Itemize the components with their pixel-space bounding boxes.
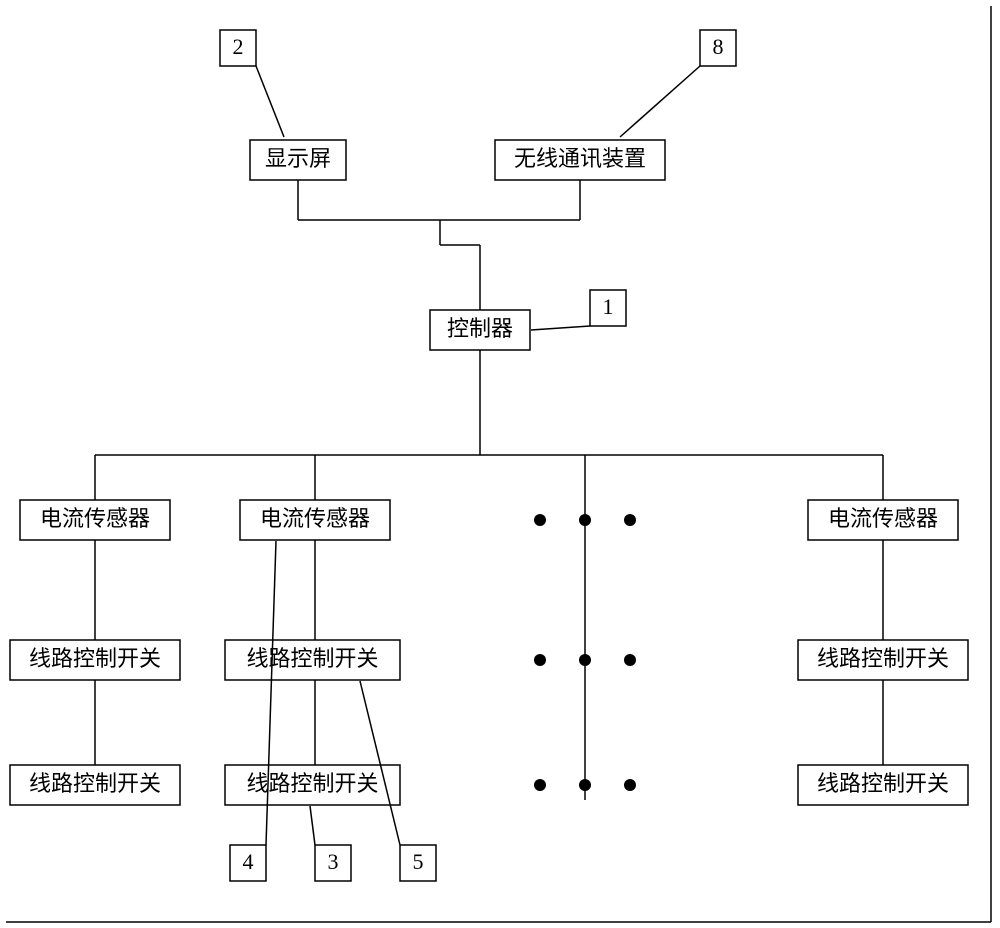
svg-text:3: 3: [328, 849, 339, 874]
svg-text:线路控制开关: 线路控制开关: [817, 771, 949, 796]
svg-text:线路控制开关: 线路控制开关: [246, 771, 378, 796]
svg-text:2: 2: [233, 34, 244, 59]
node-sw2a: 线路控制开关: [225, 640, 400, 680]
node-cs1: 电流传感器: [20, 500, 170, 540]
svg-text:电流传感器: 电流传感器: [828, 506, 938, 531]
svg-text:线路控制开关: 线路控制开关: [817, 646, 949, 671]
svg-text:线路控制开关: 线路控制开关: [29, 771, 161, 796]
node-sw2b: 线路控制开关: [225, 765, 400, 805]
ellipsis-dot: [534, 514, 546, 526]
node-sw1b: 线路控制开关: [10, 765, 180, 805]
svg-text:5: 5: [413, 849, 424, 874]
ellipsis-dot: [579, 514, 591, 526]
node-cs2: 电流传感器: [240, 500, 390, 540]
ellipsis-dot: [624, 514, 636, 526]
diagram-canvas: 显示屏无线通讯装置控制器电流传感器电流传感器电流传感器线路控制开关线路控制开关线…: [0, 0, 1000, 928]
ellipsis-dot: [579, 779, 591, 791]
svg-text:8: 8: [713, 34, 724, 59]
svg-text:1: 1: [603, 294, 614, 319]
node-wireless: 无线通讯装置: [495, 140, 665, 180]
svg-text:线路控制开关: 线路控制开关: [246, 646, 378, 671]
svg-text:无线通讯装置: 无线通讯装置: [514, 146, 646, 171]
ellipsis-dot: [624, 654, 636, 666]
svg-text:线路控制开关: 线路控制开关: [29, 646, 161, 671]
svg-text:电流传感器: 电流传感器: [40, 506, 150, 531]
node-sw4a: 线路控制开关: [798, 640, 968, 680]
ellipsis-dot: [579, 654, 591, 666]
ellipsis-dot: [534, 779, 546, 791]
node-controller: 控制器: [430, 310, 530, 350]
svg-text:电流传感器: 电流传感器: [260, 506, 370, 531]
svg-text:4: 4: [243, 849, 254, 874]
ellipsis-dot: [624, 779, 636, 791]
ellipsis-dot: [534, 654, 546, 666]
svg-text:控制器: 控制器: [447, 316, 513, 341]
node-sw4b: 线路控制开关: [798, 765, 968, 805]
svg-text:显示屏: 显示屏: [265, 146, 331, 171]
node-cs4: 电流传感器: [808, 500, 958, 540]
node-display: 显示屏: [250, 140, 346, 180]
node-sw1a: 线路控制开关: [10, 640, 180, 680]
